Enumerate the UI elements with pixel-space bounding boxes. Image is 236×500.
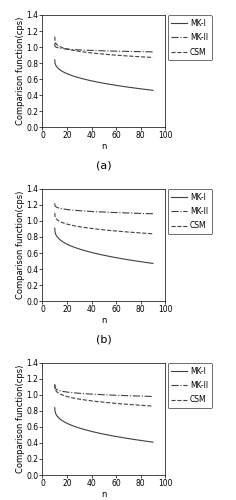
Y-axis label: Comparison function(cps): Comparison function(cps) <box>16 17 25 126</box>
Y-axis label: Comparison function(cps): Comparison function(cps) <box>16 191 25 299</box>
CSM <box>53 382 56 388</box>
MK-I <box>142 86 145 92</box>
MK-II <box>152 49 154 55</box>
CSM <box>152 403 154 409</box>
MK-I <box>112 254 115 260</box>
MK-I <box>111 254 114 260</box>
MK-II <box>136 210 139 216</box>
MK-I <box>112 82 115 88</box>
MK-II <box>112 48 115 54</box>
MK-II <box>112 210 115 216</box>
MK-I <box>112 433 115 439</box>
MK-I <box>136 86 139 91</box>
Line: MK-II: MK-II <box>55 384 153 396</box>
CSM <box>54 386 56 392</box>
CSM <box>142 402 145 408</box>
MK-I <box>54 229 56 235</box>
Text: (b): (b) <box>96 335 112 345</box>
CSM <box>111 228 114 234</box>
CSM <box>152 54 154 60</box>
MK-II <box>111 210 114 216</box>
Line: MK-II: MK-II <box>55 43 153 52</box>
MK-II <box>53 200 56 206</box>
MK-II <box>142 393 145 399</box>
MK-I <box>53 404 56 410</box>
CSM <box>54 38 56 44</box>
CSM <box>136 402 139 408</box>
Line: CSM: CSM <box>55 384 153 406</box>
MK-II <box>54 43 56 49</box>
CSM <box>136 54 139 60</box>
MK-II <box>142 210 145 216</box>
MK-II <box>53 40 56 46</box>
MK-I <box>136 437 139 443</box>
MK-I <box>53 225 56 231</box>
Legend: MK-I, MK-II, CSM: MK-I, MK-II, CSM <box>168 189 212 234</box>
CSM <box>114 400 116 406</box>
Line: MK-I: MK-I <box>55 60 153 90</box>
MK-I <box>142 259 145 265</box>
MK-I <box>152 88 154 94</box>
MK-I <box>136 258 139 264</box>
Legend: MK-I, MK-II, CSM: MK-I, MK-II, CSM <box>168 15 212 60</box>
MK-II <box>53 382 56 388</box>
CSM <box>111 400 114 406</box>
CSM <box>112 400 115 406</box>
Line: MK-II: MK-II <box>55 204 153 214</box>
Text: (a): (a) <box>96 161 112 171</box>
MK-II <box>142 48 145 54</box>
MK-I <box>53 57 56 63</box>
CSM <box>152 231 154 237</box>
CSM <box>114 52 116 58</box>
CSM <box>136 230 139 235</box>
MK-I <box>54 408 56 414</box>
MK-II <box>111 48 114 54</box>
Line: CSM: CSM <box>55 213 153 234</box>
MK-I <box>111 82 114 88</box>
X-axis label: n: n <box>101 316 106 324</box>
CSM <box>114 228 116 234</box>
MK-II <box>114 48 116 54</box>
MK-II <box>114 392 116 398</box>
Legend: MK-I, MK-II, CSM: MK-I, MK-II, CSM <box>168 363 212 408</box>
MK-II <box>152 394 154 400</box>
CSM <box>111 52 114 58</box>
CSM <box>53 210 56 216</box>
Y-axis label: Comparison function(cps): Comparison function(cps) <box>16 364 25 473</box>
Line: MK-I: MK-I <box>55 408 153 442</box>
MK-I <box>111 433 114 439</box>
MK-II <box>114 210 116 216</box>
MK-II <box>54 203 56 209</box>
MK-II <box>111 392 114 398</box>
MK-I <box>54 60 56 66</box>
Line: CSM: CSM <box>55 36 153 58</box>
MK-II <box>136 393 139 399</box>
MK-I <box>152 439 154 445</box>
MK-I <box>114 254 116 260</box>
CSM <box>142 230 145 236</box>
MK-I <box>152 260 154 266</box>
CSM <box>53 34 56 40</box>
MK-II <box>112 392 115 398</box>
Line: MK-I: MK-I <box>55 228 153 264</box>
MK-I <box>114 434 116 440</box>
X-axis label: n: n <box>101 490 106 498</box>
MK-I <box>114 82 116 88</box>
CSM <box>142 54 145 60</box>
MK-II <box>136 48 139 54</box>
X-axis label: n: n <box>101 142 106 151</box>
CSM <box>112 52 115 58</box>
MK-II <box>54 385 56 391</box>
CSM <box>112 228 115 234</box>
MK-II <box>152 210 154 216</box>
CSM <box>54 214 56 220</box>
MK-I <box>142 438 145 444</box>
